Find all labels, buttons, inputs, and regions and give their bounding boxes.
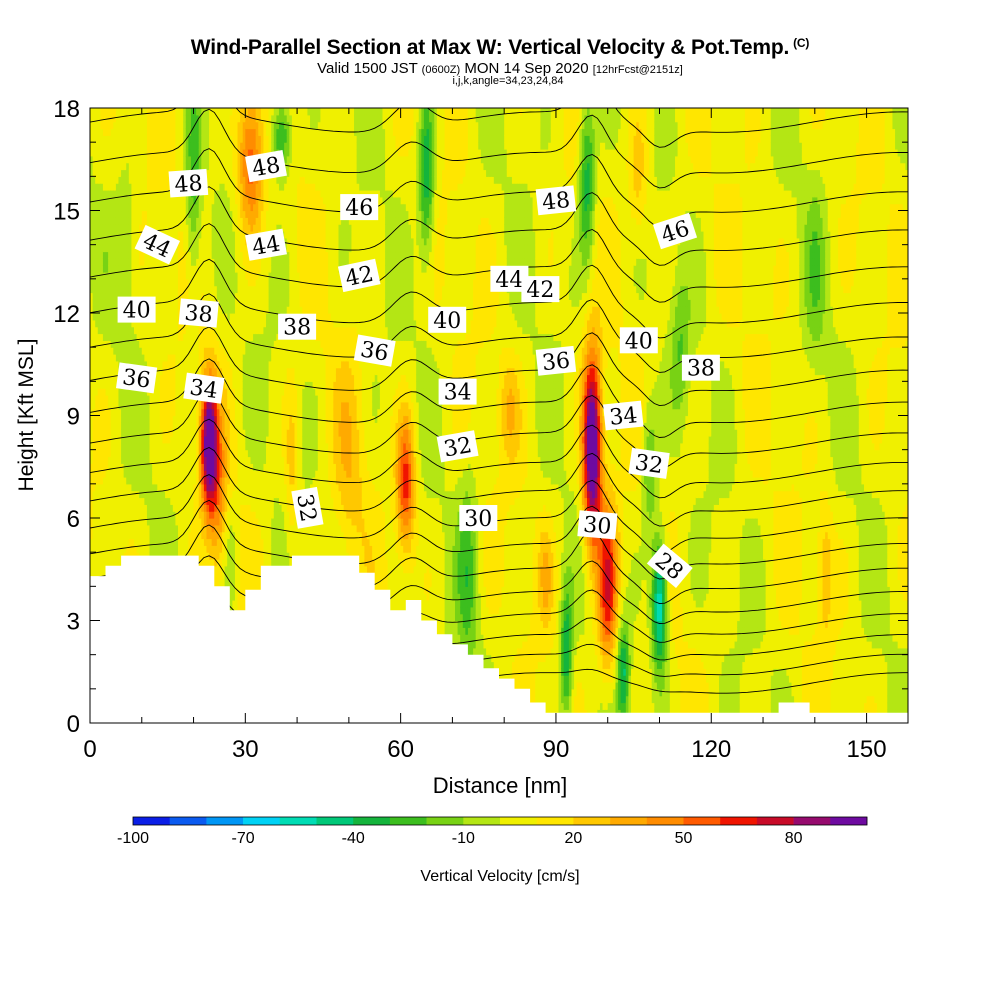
velocity-cell — [124, 101, 127, 108]
velocity-cell — [111, 101, 114, 108]
velocity-cell — [121, 101, 124, 108]
velocity-cell — [98, 101, 101, 108]
cross-section-chart: 484848464644 444442 4240 40403838383636 3634… — [0, 0, 1000, 1000]
velocity-cell — [90, 101, 93, 108]
velocity-cell — [103, 101, 106, 108]
velocity-cell — [100, 101, 103, 108]
velocity-cell — [126, 101, 129, 108]
velocity-cell — [108, 101, 111, 108]
velocity-cell — [113, 101, 116, 108]
velocity-cell — [95, 101, 98, 108]
velocity-cell — [106, 101, 109, 108]
velocity-cell — [116, 101, 119, 108]
velocity-cell — [93, 101, 96, 108]
velocity-cell — [118, 101, 121, 108]
